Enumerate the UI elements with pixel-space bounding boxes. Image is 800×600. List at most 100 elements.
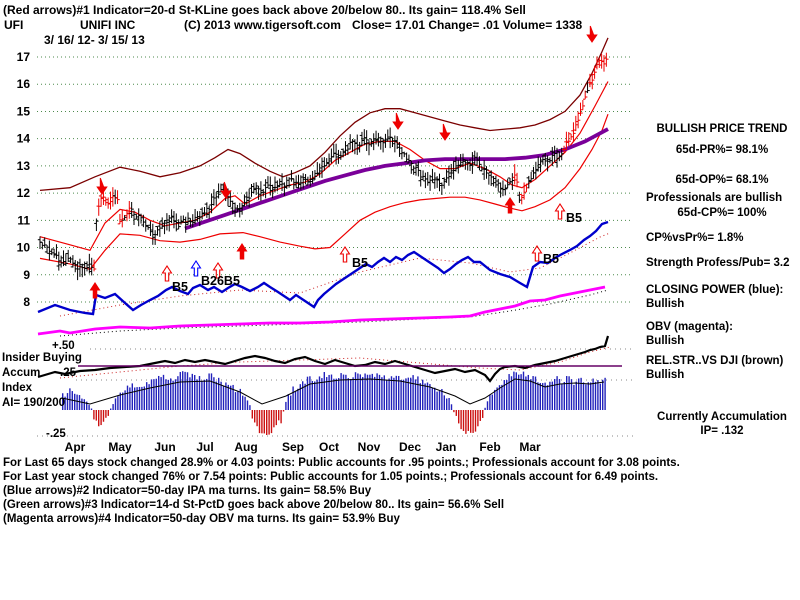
up-arrow-icon xyxy=(504,196,516,214)
accum-bar-positive xyxy=(62,393,64,410)
scale-label-minus25: -.25 xyxy=(46,428,66,440)
accum-bar-positive xyxy=(369,374,371,410)
down-arrow-icon xyxy=(96,177,108,195)
y-axis-label: 13 xyxy=(17,159,31,173)
scale-label-plus50: +.50 xyxy=(52,340,75,352)
analysis-panel-line: CP%vsPr%= 1.8% xyxy=(646,232,744,244)
accum-bar-positive xyxy=(78,395,81,410)
accum-bar-positive xyxy=(76,394,78,410)
accum-bar-negative xyxy=(472,410,474,433)
accum-bar-positive xyxy=(148,384,150,410)
ticker-symbol: UFI xyxy=(4,18,24,32)
accum-bar-negative xyxy=(455,410,457,416)
accum-bar-positive xyxy=(206,378,208,410)
y-axis-label: 12 xyxy=(17,186,31,200)
accum-bar-positive xyxy=(203,379,205,410)
accum-bar-positive xyxy=(330,374,333,410)
accum-bar-positive xyxy=(153,379,155,410)
accum-bar-positive xyxy=(542,383,544,410)
accum-bar-positive xyxy=(570,379,573,410)
month-label: May xyxy=(108,440,132,454)
index-label: Index xyxy=(2,382,33,394)
accum-bar-negative xyxy=(98,410,100,427)
analysis-panel-line: 65d-OP%= 68.1% xyxy=(675,174,769,186)
up-arrow-icon xyxy=(236,242,248,260)
chart-line xyxy=(59,346,611,379)
y-axis-label: 8 xyxy=(23,295,30,309)
accum-bar-positive xyxy=(551,381,553,410)
accum-bar-positive xyxy=(287,394,289,410)
accum-bar-positive xyxy=(441,389,443,410)
accum-bar-negative xyxy=(273,410,275,428)
accum-bar-positive xyxy=(184,371,186,410)
accum-bar-positive xyxy=(333,378,335,410)
accum-bar-negative xyxy=(102,410,105,422)
accum-bar-positive xyxy=(225,382,227,410)
accum-bar-positive xyxy=(74,393,76,410)
chart-line xyxy=(37,335,610,383)
accum-bar-positive xyxy=(534,376,537,410)
accum-bar-negative xyxy=(482,410,484,418)
up-arrow-icon xyxy=(531,244,543,262)
down-arrow-icon xyxy=(586,25,598,43)
accum-bar-positive xyxy=(194,375,196,410)
accum-bar-positive xyxy=(311,380,313,410)
accum-bar-positive xyxy=(599,383,601,410)
accum-bar-positive xyxy=(165,379,167,410)
accum-bar-positive xyxy=(374,376,376,410)
accum-bar-negative xyxy=(460,410,462,430)
accum-bar-positive xyxy=(575,381,577,410)
accum-bar-positive xyxy=(134,387,136,410)
accum-bar-positive xyxy=(597,380,599,410)
accum-bar-positive xyxy=(436,391,438,410)
accum-bar-negative xyxy=(465,410,467,434)
accum-label: Accum xyxy=(2,367,41,379)
signal-label: B5 xyxy=(566,211,582,225)
accum-bar-positive xyxy=(316,379,318,410)
accum-bar-positive xyxy=(222,385,225,410)
accum-bar-negative xyxy=(282,410,285,412)
accum-bar-positive xyxy=(405,378,407,410)
accum-bar-positive xyxy=(146,382,148,410)
accum-bar-positive xyxy=(489,394,491,410)
accum-bar-positive xyxy=(378,374,381,410)
accum-bar-positive xyxy=(563,381,565,410)
accum-bar-positive xyxy=(354,372,357,410)
accum-bar-positive xyxy=(532,376,534,410)
accum-bar-positive xyxy=(383,375,385,410)
y-axis-label: 16 xyxy=(17,77,31,91)
accum-bar-positive xyxy=(410,377,412,410)
analysis-panel-line: Bullish xyxy=(646,335,685,347)
signal-label: B5 xyxy=(172,280,188,294)
up-arrow-icon xyxy=(190,259,202,277)
accum-bar-positive xyxy=(594,381,597,410)
analysis-panel-line: Bullish xyxy=(646,298,685,310)
accum-bar-positive xyxy=(227,384,229,410)
accum-bar-positive xyxy=(362,377,364,410)
accum-bar-positive xyxy=(162,374,165,410)
accum-bar-positive xyxy=(424,383,426,410)
accum-bar-positive xyxy=(186,372,189,410)
accum-bar-positive xyxy=(198,376,201,410)
accum-bar-positive xyxy=(417,376,419,410)
copyright-notice: (C) 2013 www.tigersoft.com xyxy=(184,18,341,32)
analysis-panel-line: CLOSING POWER (blue): xyxy=(646,284,784,296)
accum-bar-positive xyxy=(402,379,405,410)
accum-bar-positive xyxy=(314,381,316,410)
accum-bar-positive xyxy=(83,399,85,410)
accum-bar-positive xyxy=(498,385,501,410)
accum-bar-positive xyxy=(213,377,215,410)
accum-bar-positive xyxy=(182,371,184,410)
down-arrow-icon xyxy=(439,123,451,141)
accum-bar-negative xyxy=(93,410,95,420)
accum-bar-positive xyxy=(210,373,213,410)
accum-bar-positive xyxy=(143,386,145,410)
accum-bar-positive xyxy=(160,377,162,410)
ai-value-label: AI= 190/200 xyxy=(2,397,65,409)
accum-bar-positive xyxy=(232,384,234,410)
accum-bar-negative xyxy=(263,410,265,434)
accum-bar-positive xyxy=(438,391,441,410)
accum-bar-positive xyxy=(393,377,395,410)
